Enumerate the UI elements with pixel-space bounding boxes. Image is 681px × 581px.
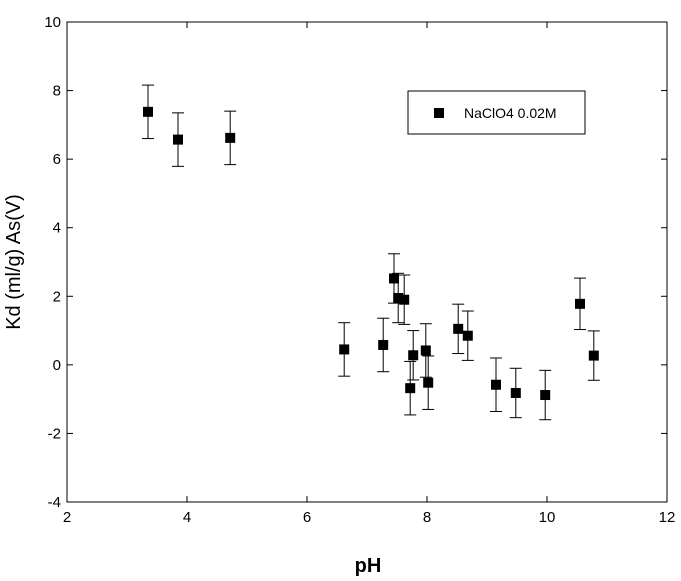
y-tick-label: 10 — [44, 14, 61, 31]
data-point — [225, 132, 236, 143]
x-axis-title: pH — [355, 555, 382, 577]
y-tick-label: 6 — [53, 151, 61, 168]
data-point — [405, 383, 416, 394]
y-tick-label: 8 — [53, 83, 61, 100]
plot-area — [66, 21, 668, 503]
legend-marker — [434, 108, 444, 118]
data-point — [423, 377, 434, 388]
data-point — [393, 293, 404, 303]
data-series — [142, 84, 600, 421]
legend: NaClO4 0.02M — [407, 90, 586, 135]
data-point — [510, 387, 521, 398]
x-tick-label: 4 — [183, 509, 191, 526]
data-point — [378, 339, 389, 350]
data-point — [408, 350, 419, 361]
x-tick-label: 6 — [303, 509, 311, 526]
data-point — [399, 294, 410, 305]
data-point — [143, 106, 153, 117]
data-point — [540, 390, 551, 401]
data-point — [173, 134, 183, 145]
x-tick-label: 12 — [659, 509, 676, 526]
y-tick-label: -4 — [48, 494, 61, 511]
y-axis: -4 -2 0 2 4 6 8 10 — [44, 14, 667, 511]
data-point — [420, 345, 431, 356]
data-point — [339, 344, 350, 355]
data-point — [491, 379, 501, 390]
data-point — [389, 273, 399, 284]
y-tick-label: 2 — [53, 288, 61, 305]
y-tick-label: 0 — [53, 357, 61, 374]
data-point — [453, 323, 464, 334]
data-point — [588, 350, 599, 361]
plot-frame — [66, 21, 668, 503]
data-point — [462, 330, 473, 341]
y-tick-label: 4 — [53, 220, 61, 237]
x-tick-label: 2 — [63, 509, 71, 526]
y-axis-title: Kd (ml/g) As(V) — [3, 194, 25, 330]
x-tick-label: 10 — [539, 509, 556, 526]
legend-label: NaClO4 0.02M — [464, 105, 557, 121]
x-tick-label: 8 — [423, 509, 431, 526]
x-axis: 2 4 6 8 10 12 — [63, 22, 676, 526]
y-tick-label: -2 — [48, 425, 61, 442]
data-point — [575, 298, 585, 309]
